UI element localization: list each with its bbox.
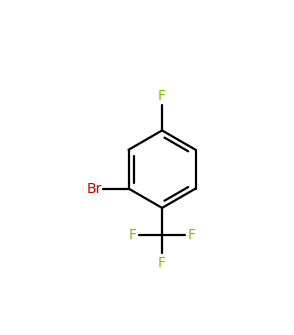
Text: F: F bbox=[187, 228, 195, 242]
Text: F: F bbox=[158, 256, 166, 270]
Text: F: F bbox=[129, 228, 137, 242]
Text: Br: Br bbox=[86, 182, 102, 196]
Text: F: F bbox=[158, 89, 166, 103]
